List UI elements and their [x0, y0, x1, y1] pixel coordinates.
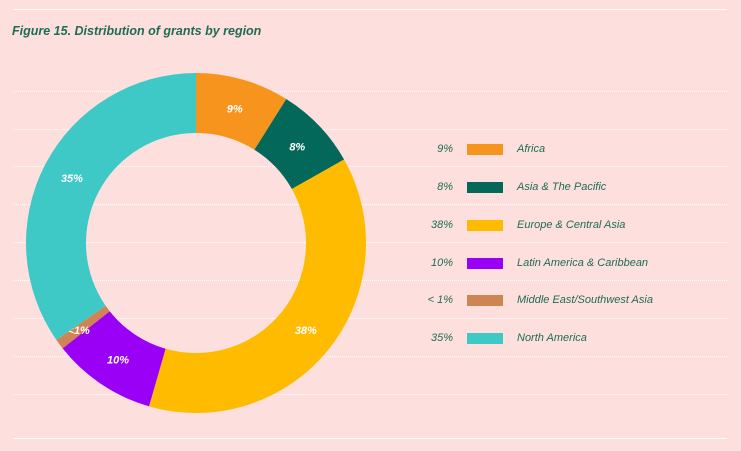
legend-item-africa: 9% Africa	[400, 141, 730, 157]
slice-label-latin-america-caribbean: 10%	[107, 354, 129, 366]
slice-latin-america-caribbean	[62, 311, 166, 407]
legend-item-latin-america-caribbean: 10% Latin America & Caribbean	[400, 255, 730, 271]
legend-label: Asia & The Pacific	[517, 181, 607, 193]
gridline	[14, 394, 727, 395]
gridline	[14, 91, 727, 92]
slice-label-africa: 9%	[227, 103, 243, 115]
legend-swatch	[467, 181, 503, 193]
legend-percent: 38%	[430, 219, 453, 231]
legend-swatch	[467, 294, 503, 306]
slice-middle-east-southwest-asia	[56, 305, 110, 349]
legend-item-europe-central-asia: 38% Europe & Central Asia	[400, 217, 730, 233]
legend-label: Europe & Central Asia	[517, 219, 626, 231]
slice-label-asia-the-pacific: 8%	[289, 141, 305, 153]
legend-label: Latin America & Caribbean	[517, 257, 649, 269]
gridline	[14, 318, 727, 319]
gridline	[14, 356, 727, 357]
legend-percent: 9%	[437, 143, 453, 155]
gridline	[14, 166, 727, 167]
legend-item-asia-the-pacific: 8% Asia & The Pacific	[400, 179, 730, 195]
legend-swatch	[467, 219, 503, 231]
legend-percent: 35%	[430, 332, 453, 344]
gridline	[14, 280, 727, 281]
legend-percent: 8%	[437, 181, 453, 193]
slice-europe-central-asia	[149, 159, 366, 413]
bottom-rule	[14, 438, 727, 439]
legend-swatch	[467, 332, 503, 344]
legend-label: North America	[517, 332, 587, 344]
slice-africa	[196, 73, 287, 150]
legend-item-middle-east-southwest-asia: < 1% Middle East/Southwest Asia	[400, 292, 730, 308]
legend-swatch	[467, 257, 503, 269]
legend-swatch	[467, 143, 503, 155]
legend-label: Africa	[517, 143, 546, 155]
legend-percent: 10%	[430, 257, 453, 269]
legend-label: Middle East/Southwest Asia	[517, 294, 653, 306]
gridline	[14, 242, 727, 243]
slice-label-europe-central-asia: 38%	[295, 325, 317, 337]
legend-percent: < 1%	[427, 294, 453, 306]
slice-north-america	[25, 73, 196, 340]
gridline	[14, 129, 727, 130]
gridline	[14, 204, 727, 205]
slice-label-north-america: 35%	[61, 173, 83, 185]
top-rule	[14, 9, 727, 10]
legend-item-north-america: 35% North America	[400, 330, 730, 346]
chart-title: Figure 15. Distribution of grants by reg…	[12, 24, 262, 38]
slice-asia-the-pacific	[254, 98, 345, 189]
